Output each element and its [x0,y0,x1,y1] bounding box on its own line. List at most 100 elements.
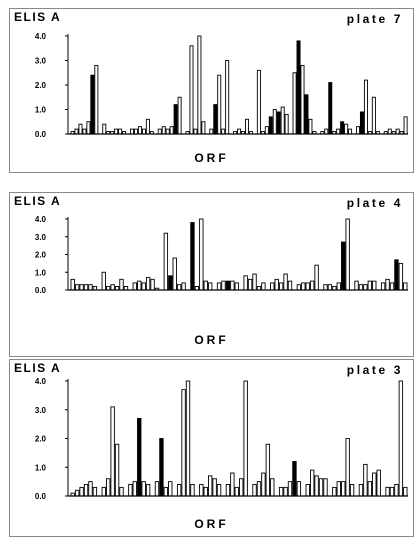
bar [185,380,191,497]
bar [94,64,99,135]
bar [359,111,364,135]
bar [79,284,84,291]
bar [225,280,231,291]
chart-title: ELIS A [14,10,62,24]
bar [278,282,284,291]
bar [265,443,271,497]
y-tick-label: 3.0 [35,406,47,415]
bar [344,123,349,135]
bar [324,128,329,135]
bar [118,128,123,135]
bar [403,282,408,291]
bar [301,282,306,291]
bar [287,481,293,497]
bar [74,128,79,135]
bar [283,486,288,497]
bar [300,64,305,135]
bar [141,128,146,135]
bar [403,486,408,497]
bar [137,417,142,497]
bar [358,484,364,497]
bar [327,284,333,291]
bar [252,484,257,497]
bar [102,123,107,135]
bar [323,284,328,291]
bar [145,277,151,291]
y-tick-label: 2.0 [35,435,47,444]
bar [199,218,204,291]
y-tick-label: 0.0 [35,286,47,295]
bar [264,126,269,135]
bar [372,472,377,497]
bar [70,278,75,291]
bar [119,278,124,291]
bar [296,481,302,497]
bar [310,469,315,497]
bar [234,486,239,497]
bar [243,275,248,291]
bar [270,282,275,291]
bar [323,478,328,497]
bar [292,72,297,135]
bar [141,481,146,497]
y-tick-label: 1.0 [35,268,47,277]
bar [252,273,257,291]
bar [190,484,195,497]
bar [199,484,204,497]
bar [110,406,115,497]
y-tick-label: 4.0 [35,377,47,386]
bar [371,96,376,135]
bar [221,128,226,135]
bar [83,284,89,291]
bar [165,128,170,135]
bar [193,128,198,135]
bar [394,484,399,497]
bar [114,443,120,497]
bar [137,280,142,291]
bar [376,469,381,497]
bar [106,478,111,497]
bar [110,284,115,291]
bar [358,284,364,291]
y-tick-label: 3.0 [35,57,47,66]
bar [172,257,177,291]
x-axis-label: ORF [194,517,229,531]
bar [296,40,301,135]
bar [190,222,195,291]
bar [372,280,377,291]
bar [292,461,297,497]
bar [336,481,341,497]
bar [203,280,208,291]
bar [283,273,288,291]
bar [208,282,213,291]
y-tick-label: 0.0 [35,492,47,501]
bar [208,475,213,497]
bar [92,486,98,497]
bar [345,438,350,497]
bar [209,128,214,135]
bar [150,278,155,291]
bar [114,128,119,135]
plate-label: plate 7 [346,12,403,26]
bar [394,259,399,291]
bar [261,282,266,291]
bar [133,128,138,135]
bar [83,484,89,497]
x-axis-label: ORF [194,333,229,347]
bar [395,128,400,135]
bar [177,96,182,135]
bar [385,278,390,291]
bar [216,484,222,497]
bar [363,284,368,291]
bar [403,116,408,135]
bar [345,218,350,291]
chart-title: ELIS A [14,194,62,208]
bar [101,271,106,291]
bar [145,484,151,497]
bar [314,264,319,291]
y-tick-label: 0.0 [35,130,47,139]
bar [341,481,346,497]
bar [201,121,206,135]
bar [221,280,226,291]
chart-title: ELIS A [14,361,62,375]
